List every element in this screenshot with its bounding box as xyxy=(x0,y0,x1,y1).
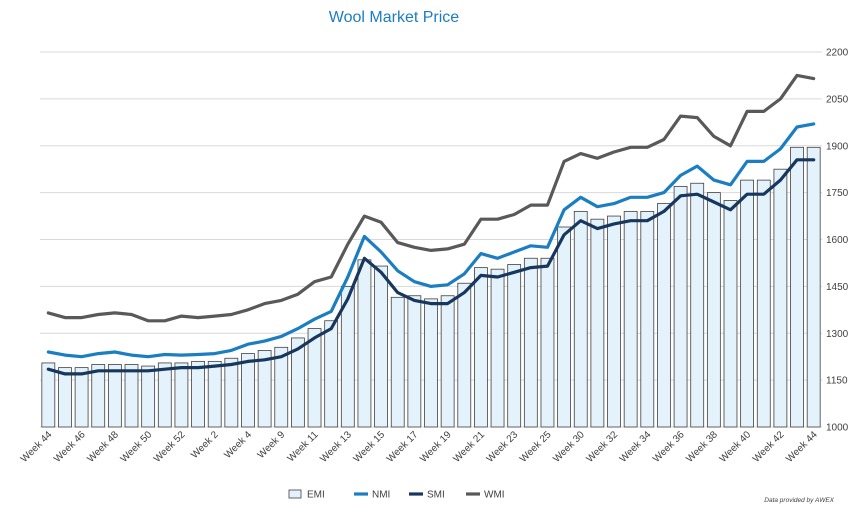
chart-title: Wool Market Price xyxy=(329,9,460,26)
emi-bar xyxy=(241,353,255,428)
y-axis-ticks: 1000 1150 1300 1450 1600 1750 1900 2050 2200 xyxy=(826,48,849,434)
emi-bar xyxy=(107,364,122,428)
y-tick-label: 1150 xyxy=(826,376,848,387)
nmi-line xyxy=(46,122,816,359)
emi-bar xyxy=(573,210,588,428)
emi-bar xyxy=(41,362,56,428)
x-tick-label: Week 40 xyxy=(718,429,754,465)
emi-bar xyxy=(640,210,655,428)
x-tick-label: Week 44 xyxy=(19,429,55,465)
emi-bar xyxy=(706,192,721,428)
y-tick-label: 2050 xyxy=(826,94,849,105)
x-tick-label: Week 36 xyxy=(651,429,687,465)
x-tick-label: Week 17 xyxy=(385,429,421,465)
emi-bar xyxy=(307,328,322,428)
emi-bar xyxy=(440,295,455,428)
emi-bar xyxy=(657,203,671,428)
emi-bar xyxy=(723,200,738,428)
emi-bar xyxy=(407,295,422,428)
emi-bar xyxy=(490,268,505,428)
y-tick-label: 1450 xyxy=(826,282,849,293)
emi-bar xyxy=(174,362,189,428)
emi-bar xyxy=(756,179,771,428)
emi-bar xyxy=(357,259,372,428)
x-tick-label: Week 2 xyxy=(189,429,221,461)
emi-bar xyxy=(673,185,688,428)
emi-bar xyxy=(291,337,305,428)
emi-bar xyxy=(740,179,755,428)
emi-bar xyxy=(58,367,72,428)
y-tick-label: 2200 xyxy=(826,48,849,59)
index-lines xyxy=(46,73,816,376)
x-tick-label: Week 46 xyxy=(52,429,88,465)
emi-bar xyxy=(340,285,355,428)
x-tick-label: Week 30 xyxy=(551,429,587,465)
emi-bar xyxy=(690,182,705,428)
emi-bar xyxy=(507,264,522,428)
emi-bar xyxy=(274,346,289,428)
x-tick-label: Week 42 xyxy=(751,429,787,465)
emi-bar xyxy=(557,226,571,428)
x-tick-label: Week 38 xyxy=(684,429,720,465)
wmi-line xyxy=(46,73,816,323)
emi-bar xyxy=(324,320,339,428)
emi-bar xyxy=(773,168,788,428)
y-tick-label: 1000 xyxy=(826,423,849,434)
y-tick-label: 1300 xyxy=(826,329,849,340)
x-tick-label: Week 52 xyxy=(152,429,188,465)
legend-swatch-emi xyxy=(288,489,302,499)
x-tick-label: Week 23 xyxy=(485,429,521,465)
emi-bar xyxy=(424,298,438,428)
smi-line xyxy=(46,158,816,376)
x-tick-label: Week 19 xyxy=(418,429,454,465)
emi-bar xyxy=(74,367,89,428)
emi-bar xyxy=(790,146,804,428)
x-tick-label: Week 32 xyxy=(585,429,621,465)
emi-bar xyxy=(623,210,638,428)
emi-bar xyxy=(91,364,106,428)
x-tick-label: Week 4 xyxy=(222,429,254,461)
data-credit: Data provided by AWEX xyxy=(764,497,834,504)
emi-bar xyxy=(207,360,222,428)
emi-bar xyxy=(607,215,621,428)
emi-bar xyxy=(374,265,388,428)
emi-bar xyxy=(474,267,488,428)
x-tick-label: Week 21 xyxy=(451,429,487,465)
emi-bar xyxy=(590,218,605,428)
x-tick-label: Week 25 xyxy=(518,429,554,465)
emi-bar xyxy=(523,257,538,428)
y-tick-label: 1900 xyxy=(826,141,849,152)
emi-bar xyxy=(157,362,172,428)
x-tick-label: Week 11 xyxy=(286,429,321,464)
emi-bar xyxy=(224,357,239,428)
emi-bar xyxy=(257,350,272,428)
x-tick-label: Week 48 xyxy=(85,429,121,465)
emi-bar xyxy=(141,365,156,428)
x-tick-label: Week 50 xyxy=(119,429,155,465)
emi-bar xyxy=(806,146,821,428)
emi-bar xyxy=(191,360,205,428)
legend-label: WMI xyxy=(484,490,505,501)
legend-label: SMI xyxy=(427,490,445,501)
x-tick-label: Week 44 xyxy=(784,429,820,465)
x-tick-label: Week 34 xyxy=(618,429,654,465)
emi-bars xyxy=(41,146,821,428)
legend-label: EMI xyxy=(307,490,325,501)
emi-bar xyxy=(457,282,472,428)
x-tick-label: Week 15 xyxy=(352,429,388,465)
y-tick-label: 1750 xyxy=(826,188,849,199)
emi-bar xyxy=(540,257,555,428)
x-tick-label: Week 9 xyxy=(256,429,288,461)
x-tick-label: Week 13 xyxy=(318,429,354,465)
legend: EMI NMI SMI WMI xyxy=(288,489,505,501)
emi-bar xyxy=(390,296,405,428)
y-tick-label: 1600 xyxy=(826,235,849,246)
emi-bar xyxy=(124,364,139,428)
legend-label: NMI xyxy=(372,490,390,501)
